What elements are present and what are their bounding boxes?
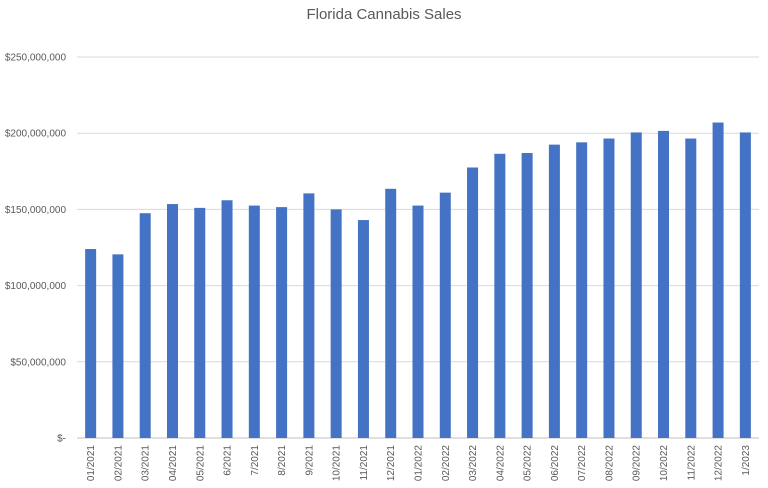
x-tick-label: 04/2022: [495, 445, 506, 482]
x-tick-label: 10/2021: [332, 445, 343, 482]
x-tick-label: 11/2021: [359, 445, 370, 481]
bar: [357, 220, 369, 438]
y-tick-label: $200,000,000: [5, 129, 67, 140]
x-tick-label: 8/2021: [277, 445, 288, 476]
x-tick-label: 6/2021: [223, 445, 234, 476]
bar: [139, 213, 151, 438]
bar: [303, 193, 315, 438]
x-tick-label: 11/2022: [686, 445, 697, 481]
bar: [276, 207, 288, 438]
bar: [576, 142, 588, 438]
bar: [221, 200, 233, 438]
y-tick-label: $-: [57, 434, 66, 445]
x-tick-label: 02/2022: [441, 445, 452, 482]
bar: [658, 130, 670, 438]
bar: [330, 209, 342, 438]
x-tick-label: 01/2022: [414, 445, 425, 482]
bar: [739, 132, 751, 439]
x-tick-label: 05/2022: [523, 445, 534, 482]
bar: [685, 138, 697, 438]
bar: [194, 207, 206, 438]
bar: [112, 254, 124, 438]
x-tick-label: 9/2021: [304, 445, 315, 476]
x-tick-label: 12/2022: [714, 445, 725, 482]
bar: [548, 144, 560, 438]
x-tick-label: 1/2023: [741, 445, 752, 476]
y-tick-label: $50,000,000: [10, 357, 66, 368]
bar: [385, 188, 397, 438]
chart-title: Florida Cannabis Sales: [306, 6, 461, 23]
bar: [412, 205, 424, 438]
bar: [494, 153, 506, 439]
y-tick-label: $150,000,000: [5, 205, 67, 216]
x-tick-label: 03/2022: [468, 445, 479, 482]
bar: [166, 204, 178, 438]
bar: [439, 192, 451, 438]
y-tick-label: $250,000,000: [5, 53, 67, 64]
x-tick-label: 01/2021: [86, 445, 97, 482]
bar: [85, 249, 97, 438]
x-tick-label: 07/2022: [577, 445, 588, 482]
x-tick-label: 12/2021: [386, 445, 397, 482]
x-tick-label: 10/2022: [659, 445, 670, 482]
x-tick-label: 09/2022: [632, 445, 643, 482]
bars: [85, 122, 751, 439]
x-tick-label: 06/2022: [550, 445, 561, 482]
x-tick-label: 7/2021: [250, 445, 261, 476]
bar: [521, 153, 533, 438]
bar: [603, 138, 615, 438]
y-tick-label: $100,000,000: [5, 281, 67, 292]
x-axis-tick-labels: 01/2021 02/2021 03/2021 04/2021 05/2021 6/202…: [86, 445, 752, 482]
x-tick-label: 05/2021: [195, 445, 206, 482]
x-tick-label: 03/2021: [141, 445, 152, 482]
bar: [712, 122, 724, 439]
x-tick-label: 08/2022: [604, 445, 615, 482]
bar: [630, 132, 642, 439]
x-tick-label: 04/2021: [168, 445, 179, 482]
x-tick-label: 02/2021: [113, 445, 124, 482]
bar: [248, 205, 260, 438]
bar: [467, 167, 479, 439]
y-axis-tick-labels: $- $50,000,000 $100,000,000 $150,000,000 $20…: [5, 53, 67, 445]
